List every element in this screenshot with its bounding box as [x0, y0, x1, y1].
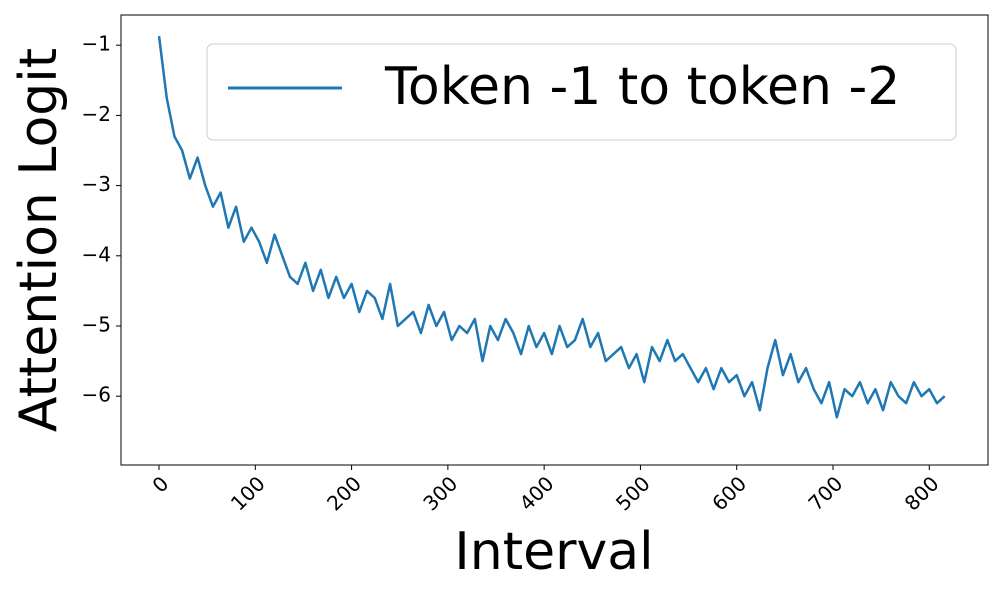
y-tick-label: −3	[82, 172, 111, 196]
plot-frame	[120, 14, 989, 466]
y-tick-label: −5	[82, 312, 111, 336]
y-tick-label: −6	[82, 383, 111, 407]
data-line	[157, 35, 946, 419]
legend-box	[206, 43, 957, 141]
y-tick-label: −1	[82, 32, 111, 56]
x-axis-label: Interval	[454, 522, 653, 582]
y-axis-label: Attention Logit	[9, 48, 69, 432]
y-tick-label: −4	[82, 242, 111, 266]
legend-label: Token -1 to token -2	[384, 57, 900, 117]
y-tick-label: −2	[82, 102, 111, 126]
